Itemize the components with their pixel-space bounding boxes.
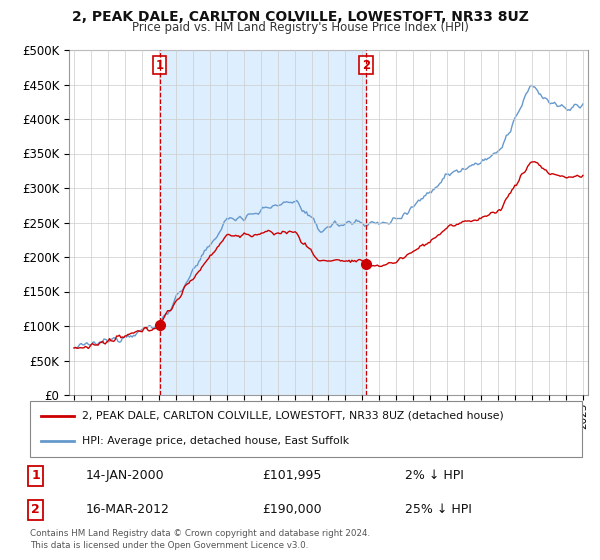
Text: HPI: Average price, detached house, East Suffolk: HPI: Average price, detached house, East… [82, 436, 350, 446]
Text: £190,000: £190,000 [262, 503, 322, 516]
Text: 16-MAR-2012: 16-MAR-2012 [85, 503, 169, 516]
Text: 1: 1 [31, 469, 40, 482]
Text: 1: 1 [155, 59, 164, 72]
Text: Price paid vs. HM Land Registry's House Price Index (HPI): Price paid vs. HM Land Registry's House … [131, 21, 469, 34]
Text: 2: 2 [31, 503, 40, 516]
Text: 2% ↓ HPI: 2% ↓ HPI [406, 469, 464, 482]
Text: 2, PEAK DALE, CARLTON COLVILLE, LOWESTOFT, NR33 8UZ: 2, PEAK DALE, CARLTON COLVILLE, LOWESTOF… [71, 10, 529, 24]
Text: Contains HM Land Registry data © Crown copyright and database right 2024.
This d: Contains HM Land Registry data © Crown c… [30, 529, 370, 550]
Text: 2, PEAK DALE, CARLTON COLVILLE, LOWESTOFT, NR33 8UZ (detached house): 2, PEAK DALE, CARLTON COLVILLE, LOWESTOF… [82, 410, 504, 421]
Text: 14-JAN-2000: 14-JAN-2000 [85, 469, 164, 482]
Text: £101,995: £101,995 [262, 469, 321, 482]
Bar [160, 50, 366, 395]
FancyBboxPatch shape [30, 400, 582, 456]
Text: 2: 2 [362, 59, 370, 72]
Text: 25% ↓ HPI: 25% ↓ HPI [406, 503, 472, 516]
